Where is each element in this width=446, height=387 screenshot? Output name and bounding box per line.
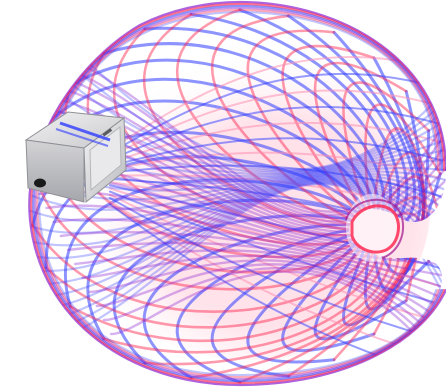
field-line-beam [109, 200, 441, 359]
field-rim [32, 4, 444, 383]
field-line-red [142, 13, 374, 232]
field-line-weave [29, 174, 446, 235]
field-line-blue [142, 223, 374, 380]
field-line-weave [29, 179, 446, 299]
field-line-weave [31, 172, 446, 211]
field-line-weave [29, 175, 446, 247]
field-line-violet [95, 263, 446, 350]
field-line-beam [109, 164, 441, 197]
field-line-blue [86, 198, 374, 341]
field-line-weave [74, 68, 446, 172]
field-line-red [175, 8, 374, 230]
field-line-violet [102, 267, 446, 362]
device-port [34, 178, 46, 188]
rim-lines [28, 0, 446, 387]
field-line-beam [109, 187, 441, 287]
torus-core-opening [345, 194, 405, 262]
field-rim [36, 8, 440, 379]
field-line-violet [74, 249, 446, 314]
field-line-blue [175, 226, 374, 384]
field-line-beam [109, 72, 441, 155]
sensor-box-icon [24, 111, 127, 204]
field-line-beam [109, 121, 441, 164]
field-rim [34, 6, 442, 381]
field-line-red [246, 29, 374, 230]
field-line-red [31, 165, 374, 291]
field-line-violet [45, 204, 446, 266]
field-line-violet [81, 254, 446, 326]
field-line-weave [29, 176, 446, 260]
field-line-red [86, 52, 374, 246]
field-line-blue [246, 226, 374, 364]
field-line-violet [66, 241, 446, 302]
field-line-weave [29, 173, 446, 223]
field-line-beam [109, 190, 441, 305]
field-rim [38, 10, 438, 377]
field-line-beam [109, 151, 441, 179]
field-line-beam [109, 193, 441, 323]
field-line-beam [109, 89, 441, 158]
field-line-blue [64, 178, 374, 308]
field-line-violet [110, 270, 446, 374]
field-line-beam [109, 105, 441, 161]
field-line-violet [88, 259, 446, 338]
field-line-blue [281, 226, 376, 353]
field-line-weave [70, 82, 446, 173]
field-line-violet [52, 218, 446, 278]
field-line-red [210, 14, 374, 230]
field-line-blue [313, 226, 408, 341]
field-line-beam [109, 137, 441, 167]
field-line-weave [79, 54, 446, 171]
field-line-red [313, 61, 408, 230]
field-line-beam [109, 197, 441, 341]
field-line-weave [29, 178, 446, 286]
field-line-beam [109, 56, 441, 151]
field-line-violet [59, 230, 446, 290]
field-line-blue [112, 214, 374, 365]
field-line-red [281, 44, 376, 230]
field-line-weave [29, 177, 446, 273]
field-line-red [112, 27, 374, 237]
